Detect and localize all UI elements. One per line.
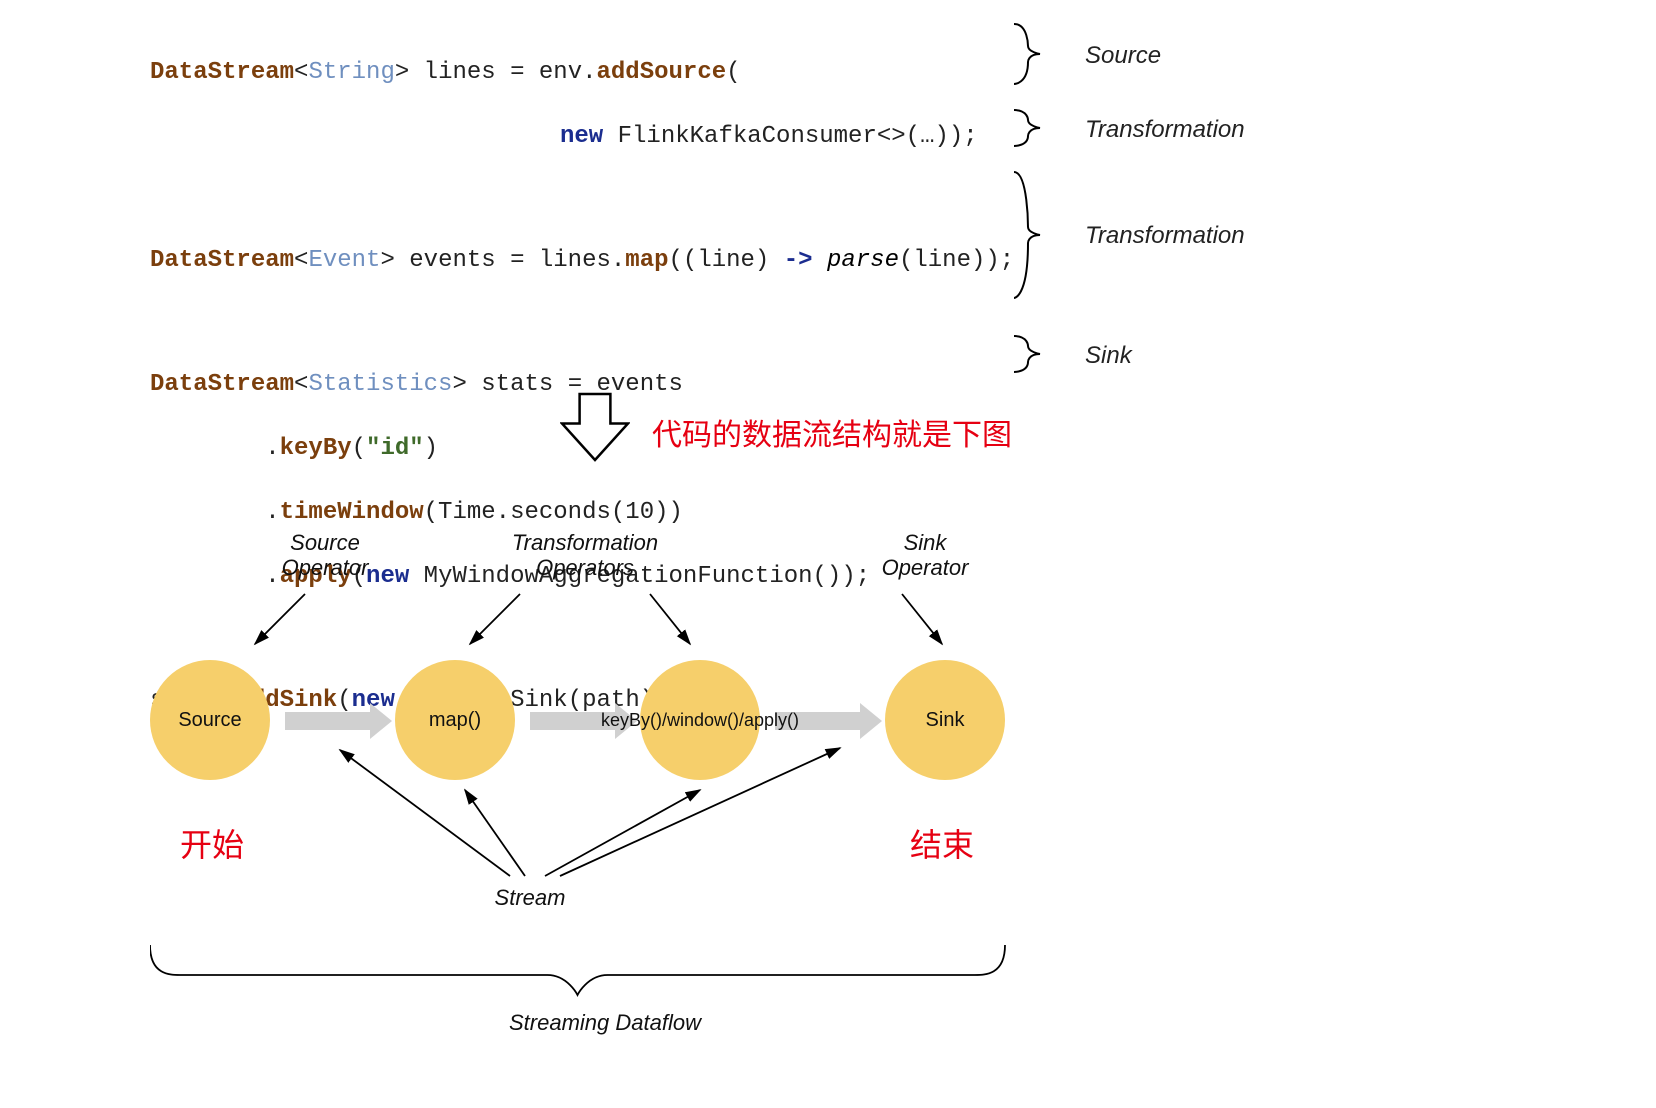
tok: ) — [424, 435, 438, 462]
tok: "id" — [366, 435, 424, 462]
tok: ( — [352, 435, 366, 462]
brace-icon — [1010, 108, 1050, 148]
tok: parse — [827, 247, 899, 274]
brace-icon — [1010, 170, 1050, 300]
node-source: Source — [150, 660, 270, 780]
pointer-arrow — [470, 594, 520, 644]
operator-label: Streaming Dataflow — [485, 1010, 725, 1035]
brace-label: Transformation — [1085, 222, 1245, 250]
tok: ((line) — [669, 247, 784, 274]
bottom-brace — [150, 945, 1005, 995]
tok: < — [294, 59, 308, 86]
brace-icon — [1010, 334, 1050, 374]
tok: . — [150, 499, 280, 526]
tok: (Time.seconds(10)) — [424, 499, 683, 526]
node-keyby: keyBy()/window()/apply() — [640, 660, 760, 780]
pointer-arrow — [255, 594, 305, 644]
dataflow-diagram: Source map() keyBy()/window()/apply() Sink S… — [150, 530, 1130, 1090]
tok: < — [294, 247, 308, 274]
tok: new — [560, 123, 603, 150]
pointer-arrow — [650, 594, 690, 644]
tok: > events = lines. — [380, 247, 625, 274]
code-line-4: DataStream<Statistics> stats = events — [150, 369, 1014, 401]
tok: DataStream — [150, 247, 294, 274]
tok: . — [150, 435, 280, 462]
flow-arrow — [285, 712, 370, 730]
pointer-arrow — [902, 594, 942, 644]
tok: timeWindow — [280, 499, 424, 526]
tok: addSource — [597, 59, 727, 86]
brace-label: Sink — [1085, 342, 1132, 370]
operator-label: Stream — [470, 885, 590, 910]
node-sink: Sink — [885, 660, 1005, 780]
tok: DataStream — [150, 59, 294, 86]
tok: Event — [308, 247, 380, 274]
pointer-arrow — [545, 790, 700, 876]
diagram-overlay — [150, 530, 1130, 1090]
tok: FlinkKafkaConsumer<>(…)); — [603, 123, 977, 150]
brace-label: Source — [1085, 42, 1161, 70]
code-line-1: DataStream<String> lines = env.addSource… — [150, 57, 1014, 89]
node-map: map() — [395, 660, 515, 780]
code-line-3: DataStream<Event> events = lines.map((li… — [150, 245, 1014, 277]
code-line-6: .timeWindow(Time.seconds(10)) — [150, 497, 1014, 529]
tok: (line)); — [899, 247, 1014, 274]
tok: map — [625, 247, 668, 274]
tok: < — [294, 371, 308, 398]
blank-line — [150, 185, 1014, 213]
code-line-2: new FlinkKafkaConsumer<>(…)); — [150, 121, 1014, 153]
tok: DataStream — [150, 371, 294, 398]
tok: > lines = env. — [395, 59, 597, 86]
red-label: 开始 — [180, 820, 244, 866]
tok: Statistics — [308, 371, 452, 398]
tok: ( — [726, 59, 740, 86]
red-caption: 代码的数据流结构就是下图 — [652, 410, 1012, 454]
tok: keyBy — [280, 435, 352, 462]
tok: > stats = events — [452, 371, 682, 398]
operator-label: SinkOperator — [850, 530, 1000, 581]
pointer-arrow — [465, 790, 525, 876]
tok — [813, 247, 827, 274]
tok: -> — [784, 247, 813, 274]
operator-label: TransformationOperators — [485, 530, 685, 581]
operator-label: SourceOperator — [250, 530, 400, 581]
blank-line — [150, 309, 1014, 337]
red-label: 结束 — [910, 820, 974, 866]
brace-label: Transformation — [1085, 116, 1245, 144]
brace-icon — [1010, 22, 1050, 86]
tok: String — [308, 59, 394, 86]
